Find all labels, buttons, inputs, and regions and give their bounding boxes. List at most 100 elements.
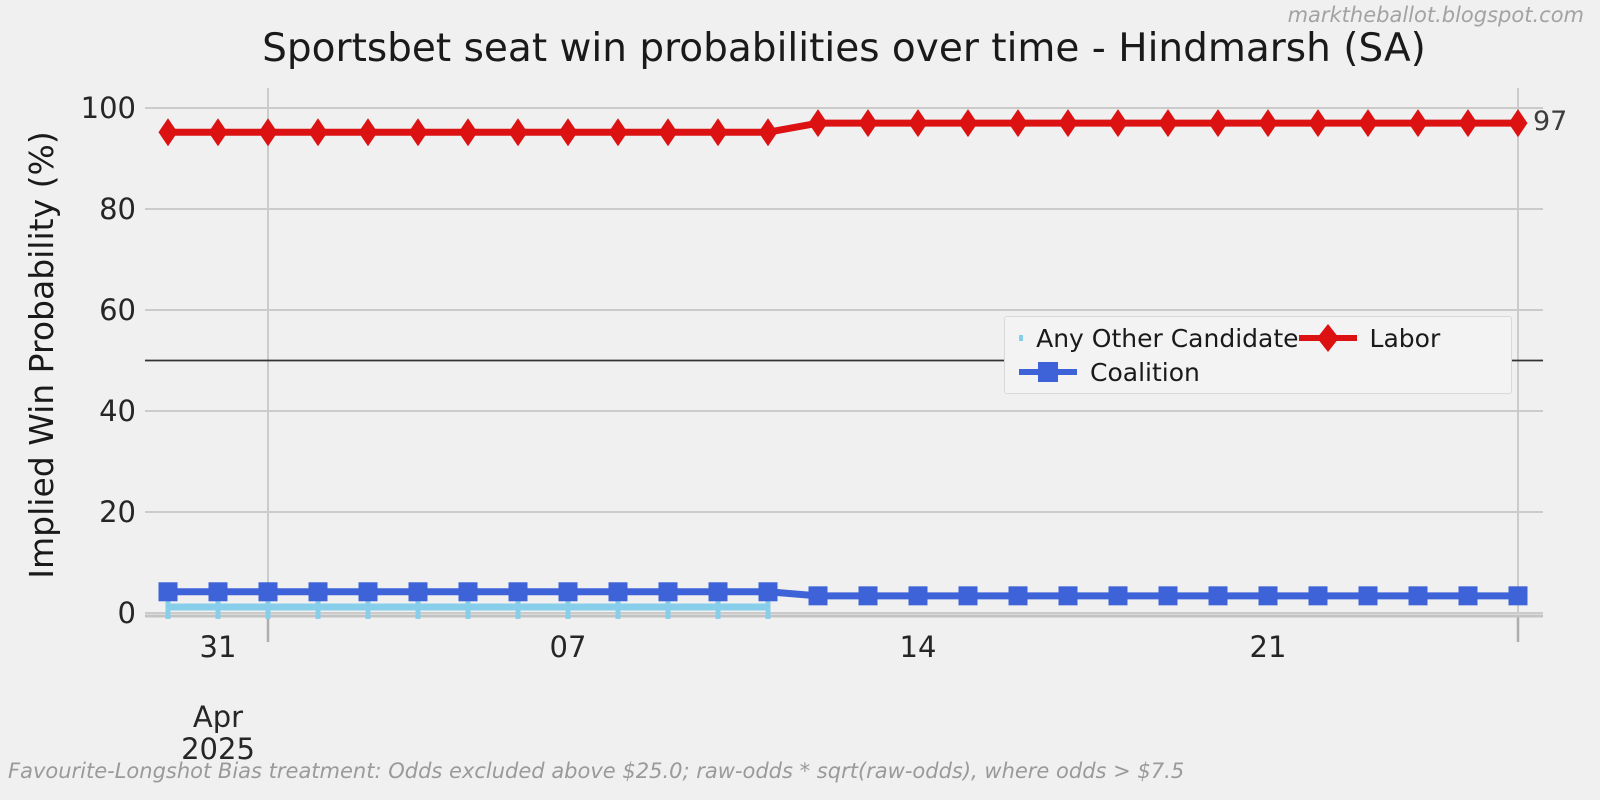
marker-diamond (858, 109, 878, 138)
marker-diamond (1408, 109, 1428, 138)
marker-square (758, 582, 778, 602)
y-tick-label: 20 (99, 495, 136, 529)
marker-square (1108, 586, 1128, 606)
marker-diamond (908, 109, 928, 138)
y-tick-label: 80 (99, 192, 136, 226)
y-tick-label: 40 (99, 394, 136, 428)
marker-square (1408, 586, 1428, 606)
marker-square (808, 586, 828, 606)
marker-diamond (1308, 109, 1328, 138)
legend-item-coalition: Coalition (1019, 357, 1299, 387)
marker-diamond (358, 118, 378, 147)
marker-diamond (308, 118, 328, 147)
marker-diamond (1058, 109, 1078, 138)
y-tick-label: 100 (80, 91, 136, 125)
marker-plus (565, 594, 571, 619)
month-label-line: Apr (192, 700, 244, 734)
legend: Any Other Candidate Coalition Labor (1004, 316, 1512, 394)
legend-label: Any Other Candidate (1036, 323, 1299, 353)
legend-item-labor: Labor (1298, 323, 1501, 353)
marker-square (508, 582, 528, 602)
marker-square (1008, 586, 1028, 606)
footnote: Favourite-Longshot Bias treatment: Odds … (8, 759, 1185, 783)
marker-square (708, 582, 728, 602)
marker-diamond (158, 118, 178, 147)
marker-square (1508, 586, 1528, 606)
marker-diamond (258, 118, 278, 147)
marker-diamond (1258, 109, 1278, 138)
legend-item-any-other-candidate: Any Other Candidate (1019, 323, 1299, 353)
marker-plus (365, 594, 371, 619)
marker-square (258, 582, 278, 602)
marker-plus (415, 594, 421, 619)
marker-diamond (208, 118, 228, 147)
legend-label: Labor (1369, 323, 1441, 353)
month-label-line: 2025 (181, 732, 255, 766)
marker-diamond (958, 109, 978, 138)
marker-square (1158, 586, 1178, 606)
marker-plus (615, 594, 621, 619)
legend-swatch-plus-icon (1019, 335, 1024, 341)
marker-diamond (808, 109, 828, 138)
marker-square (208, 582, 228, 602)
marker-square (408, 582, 428, 602)
marker-diamond (1458, 109, 1478, 138)
marker-square (558, 582, 578, 602)
marker-square (1258, 586, 1278, 606)
marker-square (1208, 586, 1228, 606)
marker-plus (465, 594, 471, 619)
marker-square (608, 582, 628, 602)
marker-square (358, 582, 378, 602)
x-axis-month-label: Apr 2025 (181, 701, 255, 765)
marker-plus (315, 594, 321, 619)
marker-diamond (558, 118, 578, 147)
x-tick-label: 07 (549, 630, 587, 664)
marker-plus (715, 594, 721, 619)
marker-square (1058, 586, 1078, 606)
marker-diamond (1108, 109, 1128, 138)
marker-square (1358, 586, 1378, 606)
x-tick-label: 31 (199, 630, 237, 664)
marker-diamond (1208, 109, 1228, 138)
marker-square (458, 582, 478, 602)
marker-square (308, 582, 328, 602)
marker-plus (215, 594, 221, 619)
marker-diamond (608, 118, 628, 147)
marker-diamond (458, 118, 478, 147)
marker-square (958, 586, 978, 606)
marker-plus (265, 594, 271, 619)
marker-plus (515, 594, 521, 619)
marker-plus (665, 594, 671, 619)
marker-square (158, 582, 178, 602)
marker-diamond (758, 118, 778, 147)
chart-title: Sportsbet seat win probabilities over ti… (262, 26, 1426, 71)
legend-swatch-square-icon (1019, 362, 1077, 382)
series-line-coalition (168, 588, 1518, 600)
watermark: marktheballot.blogspot.com (1287, 3, 1584, 27)
last-value-label: 97 (1533, 106, 1568, 137)
marker-diamond (708, 118, 728, 147)
marker-diamond (1158, 109, 1178, 138)
marker-square (908, 586, 928, 606)
marker-plus (165, 594, 171, 619)
marker-diamond (408, 118, 428, 147)
y-tick-label: 60 (99, 293, 136, 327)
x-tick-label: 21 (1249, 630, 1287, 664)
marker-square (1458, 586, 1478, 606)
marker-square (858, 586, 878, 606)
y-tick-label: 0 (117, 596, 136, 630)
marker-diamond (658, 118, 678, 147)
marker-diamond (1008, 109, 1028, 138)
x-tick-label: 14 (899, 630, 937, 664)
marker-diamond (1508, 109, 1528, 138)
marker-plus (765, 594, 771, 619)
legend-swatch-diamond-icon (1298, 324, 1357, 352)
legend-label: Coalition (1090, 357, 1200, 387)
marker-diamond (508, 118, 528, 147)
marker-diamond (1358, 109, 1378, 138)
marker-square (658, 582, 678, 602)
marker-square (1308, 586, 1328, 606)
series-line-labor (168, 119, 1518, 136)
